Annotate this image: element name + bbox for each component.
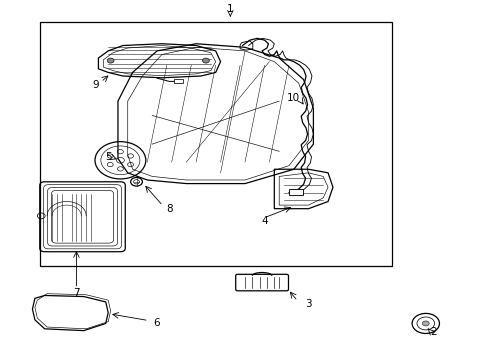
Text: 9: 9	[93, 80, 99, 90]
Text: 4: 4	[261, 216, 268, 226]
Text: 10: 10	[287, 93, 300, 103]
Bar	[174, 79, 183, 83]
Circle shape	[422, 321, 429, 326]
Text: 7: 7	[73, 288, 80, 298]
Text: 2: 2	[430, 327, 437, 337]
Text: 6: 6	[154, 319, 160, 328]
Text: 1: 1	[227, 4, 234, 14]
Bar	[289, 189, 303, 195]
Text: 8: 8	[166, 204, 172, 214]
Bar	[40, 22, 392, 266]
Circle shape	[107, 58, 114, 63]
Circle shape	[202, 58, 209, 63]
Text: 3: 3	[305, 299, 312, 309]
FancyBboxPatch shape	[236, 274, 289, 291]
Text: 5: 5	[105, 152, 112, 162]
